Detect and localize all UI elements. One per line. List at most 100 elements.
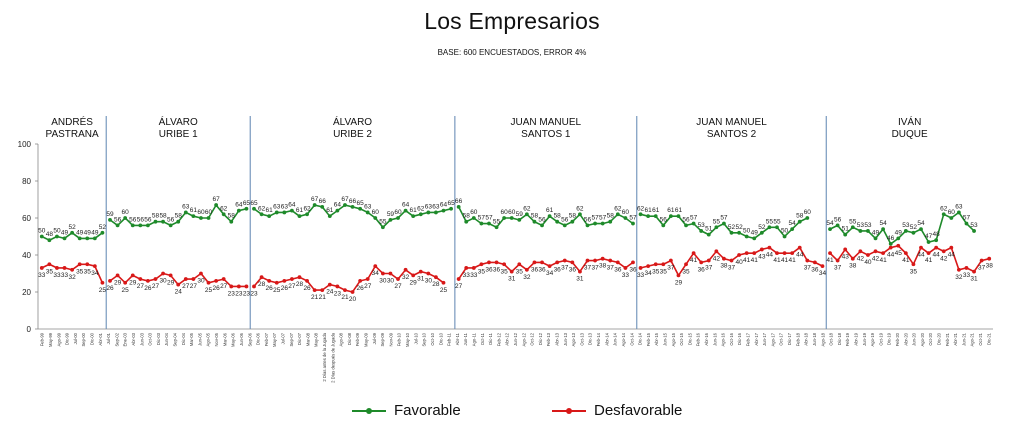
data-label: 60 (122, 209, 130, 216)
data-point (903, 229, 908, 233)
legend-item-desfavorable: Desfavorable (552, 402, 682, 419)
data-point (843, 232, 848, 237)
data-label: 34 (645, 270, 653, 277)
data-label: 31 (417, 276, 425, 283)
data-label: 41 (789, 257, 797, 264)
x-tick-label: Feb-09 (355, 332, 360, 346)
data-label: 30 (425, 278, 433, 285)
data-label: 28 (258, 281, 266, 288)
data-label: 56 (561, 216, 569, 223)
data-label: 33 (38, 272, 46, 279)
x-tick-label: Oct-13 (579, 332, 584, 345)
data-label: 55 (379, 218, 387, 225)
data-point (873, 249, 878, 254)
data-point (335, 208, 340, 213)
data-point (615, 212, 620, 217)
data-label: 66 (319, 198, 327, 205)
data-point (85, 262, 90, 267)
data-point (578, 212, 582, 217)
data-label: 43 (842, 253, 850, 260)
data-label: 25 (122, 287, 130, 294)
data-label: 42 (940, 255, 948, 262)
data-label: 63 (955, 203, 963, 210)
data-label: 63 (182, 203, 190, 210)
data-point (676, 273, 681, 278)
data-point (509, 216, 514, 220)
data-label: 23 (250, 290, 258, 297)
x-tick-label: Sep-10 (422, 332, 427, 346)
data-label: 27 (190, 283, 198, 290)
data-label: 25 (205, 287, 213, 294)
data-label: 33 (963, 272, 971, 279)
data-point (737, 253, 741, 257)
data-point (934, 238, 939, 243)
data-label: 34 (819, 270, 827, 277)
data-point (631, 260, 635, 265)
legend-item-favorable: Favorable (352, 402, 461, 419)
period-label: JUAN MANUEL (696, 117, 767, 128)
data-label: 62 (614, 205, 622, 212)
data-point (70, 267, 75, 272)
data-point (578, 269, 582, 274)
x-tick-label: Dic-12 (538, 332, 543, 345)
data-point (282, 210, 287, 215)
data-label: 52 (910, 224, 918, 231)
data-label: 35 (84, 268, 92, 275)
data-label: 44 (917, 252, 925, 259)
x-tick-label: May-07 (272, 332, 277, 347)
x-tick-label: Dic-00 (89, 332, 94, 345)
data-label: 49 (751, 229, 759, 236)
data-label: 54 (879, 220, 887, 227)
data-label: 57 (485, 215, 493, 222)
data-point (297, 214, 302, 219)
data-label: 27 (182, 283, 190, 290)
data-label: 62 (417, 205, 425, 212)
data-label: 65 (250, 200, 258, 207)
data-label: 64 (440, 202, 448, 209)
y-tick-label: 80 (22, 177, 31, 186)
x-tick-label: Ago-17 (770, 332, 775, 346)
y-tick-label: 100 (18, 140, 32, 149)
data-label: 60 (622, 209, 630, 216)
data-point (797, 245, 802, 250)
data-point (434, 210, 438, 215)
data-label: 50 (743, 228, 751, 235)
x-tick-label: Abr-12 (505, 332, 510, 345)
data-point (729, 230, 734, 235)
data-label: 54 (826, 220, 834, 227)
data-point (888, 245, 893, 250)
data-label: 36 (614, 266, 622, 273)
data-point (684, 262, 688, 267)
data-point (115, 273, 120, 278)
data-point (327, 282, 332, 287)
data-point (858, 249, 863, 254)
data-point (290, 277, 294, 281)
data-point (524, 267, 529, 272)
data-point (820, 264, 825, 268)
x-tick-label: Ago-14 (621, 332, 626, 346)
data-point (949, 216, 954, 220)
x-tick-label: Feb-20 (895, 332, 900, 346)
data-label: 37 (667, 265, 675, 272)
y-tick-label: 0 (27, 325, 32, 334)
data-point (532, 219, 537, 224)
x-tick-label: Abr-19 (853, 332, 858, 345)
data-point (623, 266, 628, 270)
data-point (168, 273, 173, 278)
x-tick-label: Dic-99 (65, 332, 70, 345)
data-label: 26 (281, 285, 289, 292)
data-point (494, 260, 499, 265)
data-label: 55 (493, 218, 501, 225)
x-tick-label: Abr-16 (704, 332, 709, 345)
x-tick-label: Feb-99 (40, 332, 45, 346)
data-label: 64 (402, 202, 410, 209)
data-point (312, 203, 317, 207)
data-point (562, 223, 567, 228)
x-tick-label: Ago-13 (571, 332, 576, 346)
data-point (653, 214, 658, 219)
data-point (62, 236, 67, 241)
data-point (668, 258, 673, 263)
data-point (77, 236, 82, 241)
data-label: 56 (137, 216, 145, 223)
data-point (161, 271, 165, 276)
